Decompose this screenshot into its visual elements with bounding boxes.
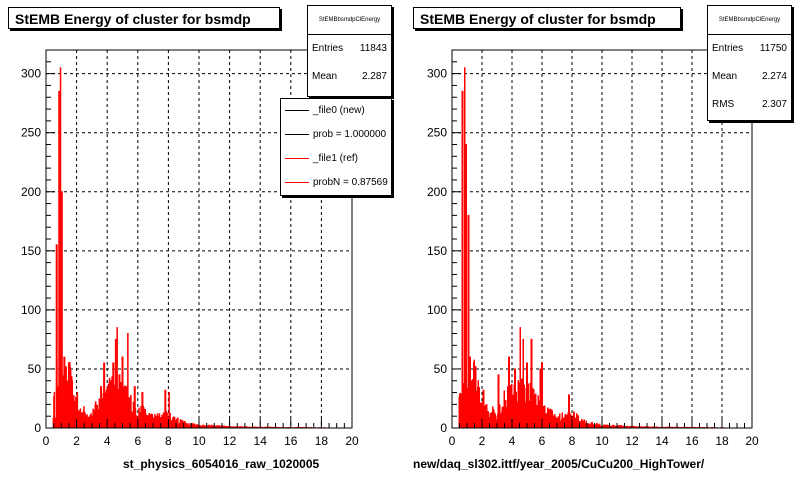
stats-label: Entries [712, 43, 744, 54]
x-tick-label: 6 [539, 434, 546, 448]
y-tick-label: 50 [28, 362, 42, 376]
legend-swatch [285, 110, 309, 111]
legend-entry: _file1 (ref) [281, 147, 391, 171]
y-tick-label: 0 [440, 421, 447, 435]
x-tick-label: 12 [625, 434, 639, 448]
legend-label: probN = 0.87569 [313, 177, 388, 188]
stats-value: 11750 [759, 43, 787, 54]
left-x-axis-title: st_physics_6054016_raw_1020005 [123, 457, 320, 471]
stats-label: Entries [312, 43, 344, 54]
y-tick-label: 150 [21, 244, 41, 258]
stats-label: Mean [312, 71, 338, 82]
y-tick-label: 200 [21, 185, 41, 199]
legend-entry: _file0 (new) [281, 99, 391, 123]
left-stats-row-entries: Entries 11843 [308, 35, 391, 63]
legend-entry: probN = 0.87569 [281, 171, 391, 195]
stats-value: 2.287 [361, 71, 387, 82]
right-stats-header: StEMBbsmdpClEnergy [708, 6, 791, 35]
x-tick-label: 2 [479, 434, 486, 448]
right-stats-row-rms: RMS 2.307 [708, 91, 791, 119]
x-tick-label: 10 [192, 434, 206, 448]
y-tick-label: 300 [427, 67, 447, 81]
left-stats-row-mean: Mean 2.287 [308, 63, 391, 91]
x-tick-label: 20 [745, 434, 759, 448]
x-tick-label: 0 [449, 434, 456, 448]
stats-value: 11843 [359, 43, 387, 54]
x-tick-label: 14 [655, 434, 669, 448]
x-tick-label: 8 [165, 434, 172, 448]
y-tick-label: 0 [34, 421, 41, 435]
stats-value: 2.274 [761, 71, 787, 82]
y-tick-label: 200 [427, 185, 447, 199]
x-tick-label: 0 [43, 434, 50, 448]
legend-label: _file0 (new) [313, 105, 365, 116]
x-tick-label: 18 [315, 434, 329, 448]
y-tick-label: 250 [21, 126, 41, 140]
x-tick-label: 4 [104, 434, 111, 448]
legend-swatch [285, 134, 309, 135]
y-tick-label: 150 [427, 244, 447, 258]
left-legend: _file0 (new) prob = 1.000000 _file1 (ref… [280, 98, 392, 196]
right-stats-box: StEMBbsmdpClEnergy Entries 11750 Mean 2.… [707, 5, 792, 121]
y-tick-label: 100 [427, 303, 447, 317]
y-tick-label: 100 [21, 303, 41, 317]
stats-value: 2.307 [761, 99, 787, 110]
legend-label: prob = 1.000000 [313, 129, 387, 140]
legend-swatch [285, 182, 309, 183]
legend-swatch [285, 158, 309, 159]
x-tick-label: 20 [345, 434, 359, 448]
x-tick-label: 14 [254, 434, 268, 448]
x-tick-label: 4 [509, 434, 516, 448]
right-stats-row-mean: Mean 2.274 [708, 63, 791, 91]
x-tick-label: 10 [595, 434, 609, 448]
y-tick-label: 250 [427, 126, 447, 140]
x-tick-label: 16 [284, 434, 298, 448]
left-stats-header: StEMBbsmdpClEnergy [308, 6, 391, 35]
x-tick-label: 6 [134, 434, 141, 448]
x-tick-label: 12 [223, 434, 237, 448]
right-chart-title: StEMB Energy of cluster for bsmdp [413, 7, 681, 29]
left-chart-title: StEMB Energy of cluster for bsmdp [8, 7, 280, 29]
y-tick-label: 300 [21, 67, 41, 81]
x-tick-label: 2 [73, 434, 80, 448]
right-stats-row-entries: Entries 11750 [708, 35, 791, 63]
right-x-axis-title: new/daq_sl302.ittf/year_2005/CuCu200_Hig… [413, 457, 705, 471]
x-tick-label: 16 [685, 434, 699, 448]
legend-entry: prob = 1.000000 [281, 123, 391, 147]
left-stats-box: StEMBbsmdpClEnergy Entries 11843 Mean 2.… [307, 5, 392, 97]
x-tick-label: 18 [715, 434, 729, 448]
stats-label: Mean [712, 71, 738, 82]
x-tick-label: 8 [569, 434, 576, 448]
y-tick-label: 50 [434, 362, 448, 376]
stats-label: RMS [712, 99, 735, 110]
legend-label: _file1 (ref) [313, 153, 359, 164]
